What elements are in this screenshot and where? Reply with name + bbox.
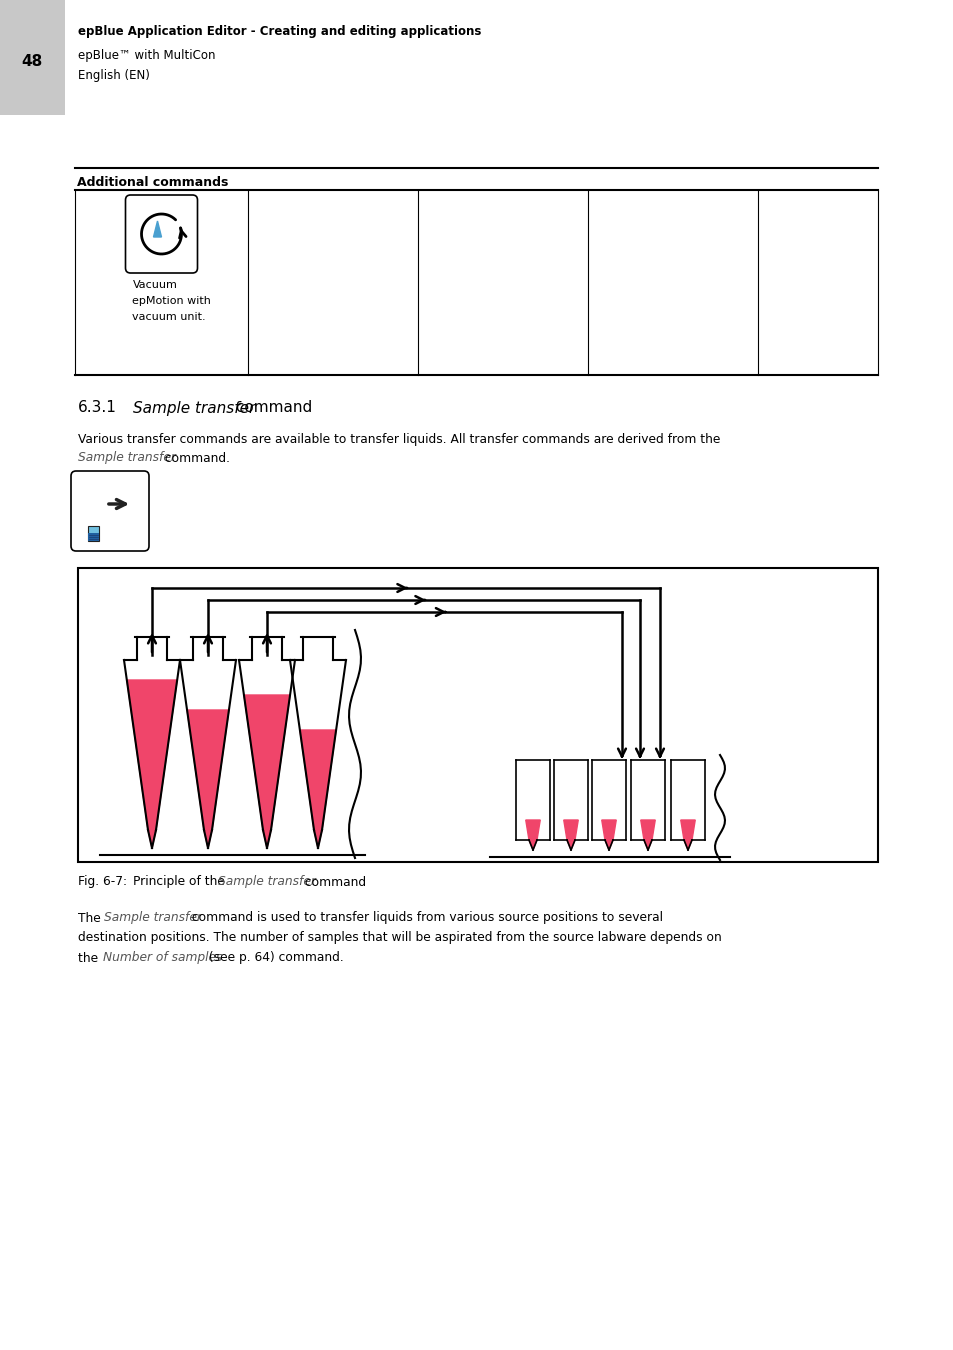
Polygon shape (148, 830, 156, 848)
Text: 48: 48 (21, 54, 43, 69)
FancyBboxPatch shape (71, 471, 149, 551)
Polygon shape (187, 710, 229, 830)
Polygon shape (263, 830, 271, 848)
Polygon shape (314, 830, 322, 848)
Polygon shape (525, 819, 539, 840)
Text: destination positions. The number of samples that will be aspirated from the sou: destination positions. The number of sam… (78, 931, 721, 945)
Polygon shape (153, 221, 161, 238)
Text: Various transfer commands are available to transfer liquids. All transfer comman: Various transfer commands are available … (78, 433, 720, 447)
Polygon shape (680, 819, 695, 840)
Bar (88, 526, 99, 541)
Text: the: the (78, 952, 102, 964)
Text: command.: command. (161, 451, 230, 464)
Polygon shape (299, 730, 335, 830)
Text: command: command (231, 401, 312, 416)
Text: command: command (301, 876, 366, 888)
Text: epBlue Application Editor - Creating and editing applications: epBlue Application Editor - Creating and… (78, 26, 481, 39)
Bar (0, 0, 65, 115)
Text: Sample transfer: Sample transfer (132, 401, 255, 416)
Text: The: The (78, 911, 105, 925)
Polygon shape (566, 840, 575, 850)
Polygon shape (244, 695, 290, 830)
Bar (88, 533, 99, 541)
Text: epBlue™ with MultiCon: epBlue™ with MultiCon (78, 50, 215, 62)
Text: command is used to transfer liquids from various source positions to several: command is used to transfer liquids from… (188, 911, 662, 925)
Text: vacuum unit.: vacuum unit. (132, 312, 206, 323)
Polygon shape (127, 680, 177, 830)
Text: Fig. 6-7:: Fig. 6-7: (78, 876, 127, 888)
Text: Additional commands: Additional commands (77, 176, 228, 189)
Polygon shape (643, 840, 651, 850)
Polygon shape (601, 819, 616, 840)
Bar (78, 568, 877, 863)
Text: Sample transfer: Sample transfer (78, 451, 175, 464)
Text: Principle of the: Principle of the (132, 876, 225, 888)
FancyBboxPatch shape (126, 194, 197, 273)
Polygon shape (563, 819, 578, 840)
Text: 6.3.1: 6.3.1 (78, 401, 117, 416)
Polygon shape (683, 840, 691, 850)
Polygon shape (204, 830, 212, 848)
Polygon shape (604, 840, 613, 850)
Text: Sample transfer: Sample transfer (218, 876, 315, 888)
Polygon shape (529, 840, 537, 850)
Text: Number of samples: Number of samples (103, 952, 222, 964)
Polygon shape (640, 819, 655, 840)
Text: Sample transfer: Sample transfer (104, 911, 202, 925)
Text: (see p. 64) command.: (see p. 64) command. (205, 952, 343, 964)
Text: epMotion with: epMotion with (132, 296, 212, 306)
Text: English (EN): English (EN) (78, 69, 150, 82)
Text: Vacuum: Vacuum (132, 279, 177, 290)
